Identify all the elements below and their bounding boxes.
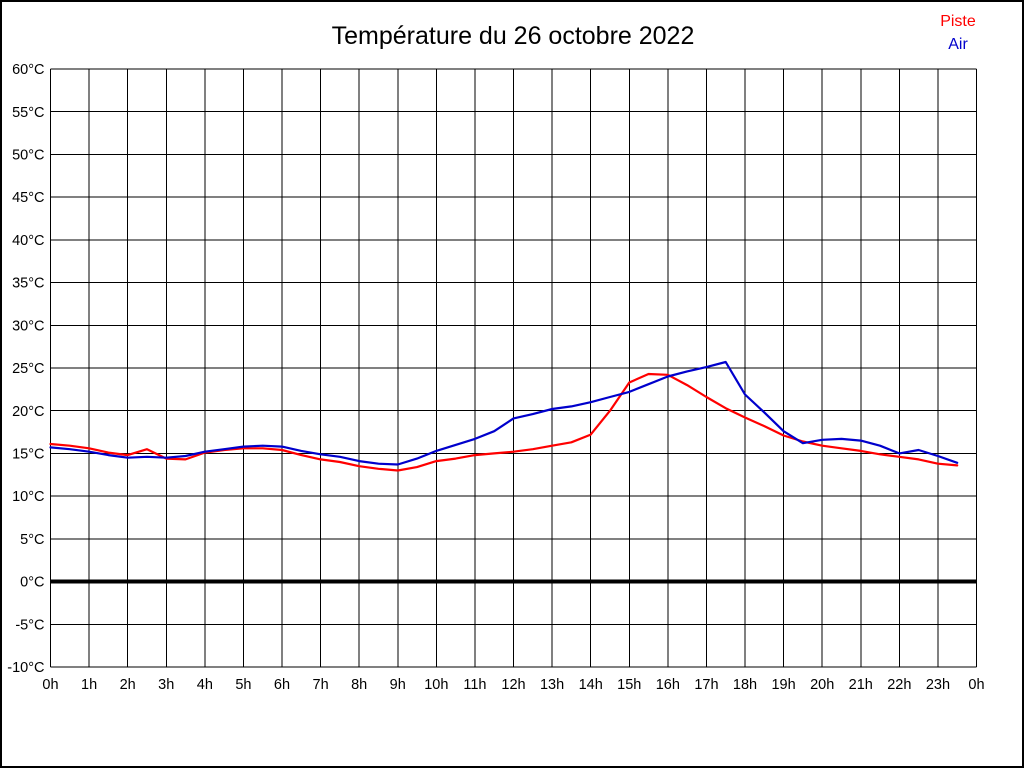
x-tick-label: 8h [351, 677, 367, 693]
x-tick-label: 1h [81, 677, 97, 693]
y-tick-label: 60°C [12, 62, 44, 78]
x-tick-label: 21h [849, 677, 873, 693]
x-tick-label: 19h [771, 677, 795, 693]
x-tick-label: 13h [540, 677, 564, 693]
x-tick-label: 20h [810, 677, 834, 693]
x-tick-label: 6h [274, 677, 290, 693]
x-tick-label: 17h [694, 677, 718, 693]
legend-item-air: Air [948, 36, 968, 54]
x-axis-labels: 0h 1h 2h 3h 4h 5h 6h 7h 8h 9h 10h 11h 12h 13h 14h 15h 16… [42, 677, 984, 693]
x-tick-label: 16h [656, 677, 680, 693]
y-tick-label: 5°C [20, 532, 44, 548]
y-tick-label: -10°C [7, 660, 44, 676]
x-tick-label: 10h [424, 677, 448, 693]
x-tick-label: 4h [197, 677, 213, 693]
x-tick-label: 11h [463, 677, 486, 693]
x-tick-label: 2h [120, 677, 136, 693]
y-tick-label: 0°C [20, 575, 44, 591]
x-tick-label: 15h [617, 677, 641, 693]
y-tick-label: 45°C [12, 190, 44, 206]
y-tick-label: 10°C [12, 489, 44, 505]
x-tick-label: 3h [158, 677, 174, 693]
legend: Piste Air [918, 12, 998, 54]
air-line [49, 360, 959, 466]
y-tick-label: 15°C [12, 447, 44, 463]
x-tick-label: 23h [926, 677, 950, 693]
x-tick-label: 5h [235, 677, 251, 693]
y-tick-label: -5°C [15, 617, 44, 633]
y-tick-label: 25°C [12, 361, 44, 377]
y-tick-label: 35°C [12, 276, 44, 292]
y-tick-label: 30°C [12, 318, 44, 334]
x-tick-label: 0h [42, 677, 58, 693]
grid [50, 68, 977, 668]
x-tick-label: 0h [968, 677, 984, 693]
legend-item-piste: Piste [940, 13, 976, 30]
y-tick-label: 40°C [12, 233, 44, 249]
x-tick-label: 7h [313, 677, 329, 693]
y-tick-label: 20°C [12, 404, 44, 420]
x-tick-label: 9h [390, 677, 406, 693]
y-tick-label: 55°C [12, 105, 44, 121]
y-axis-labels: 60°C 55°C 50°C 45°C 40°C 35°C 30°C 25°C 20°C 15°C… [7, 62, 44, 676]
x-tick-label: 22h [887, 677, 911, 693]
y-tick-label: 50°C [12, 148, 44, 164]
x-tick-label: 14h [579, 677, 603, 693]
x-tick-label: 12h [501, 677, 525, 693]
x-tick-label: 18h [733, 677, 757, 693]
chart-title: Température du 26 octobre 2022 [331, 22, 695, 50]
